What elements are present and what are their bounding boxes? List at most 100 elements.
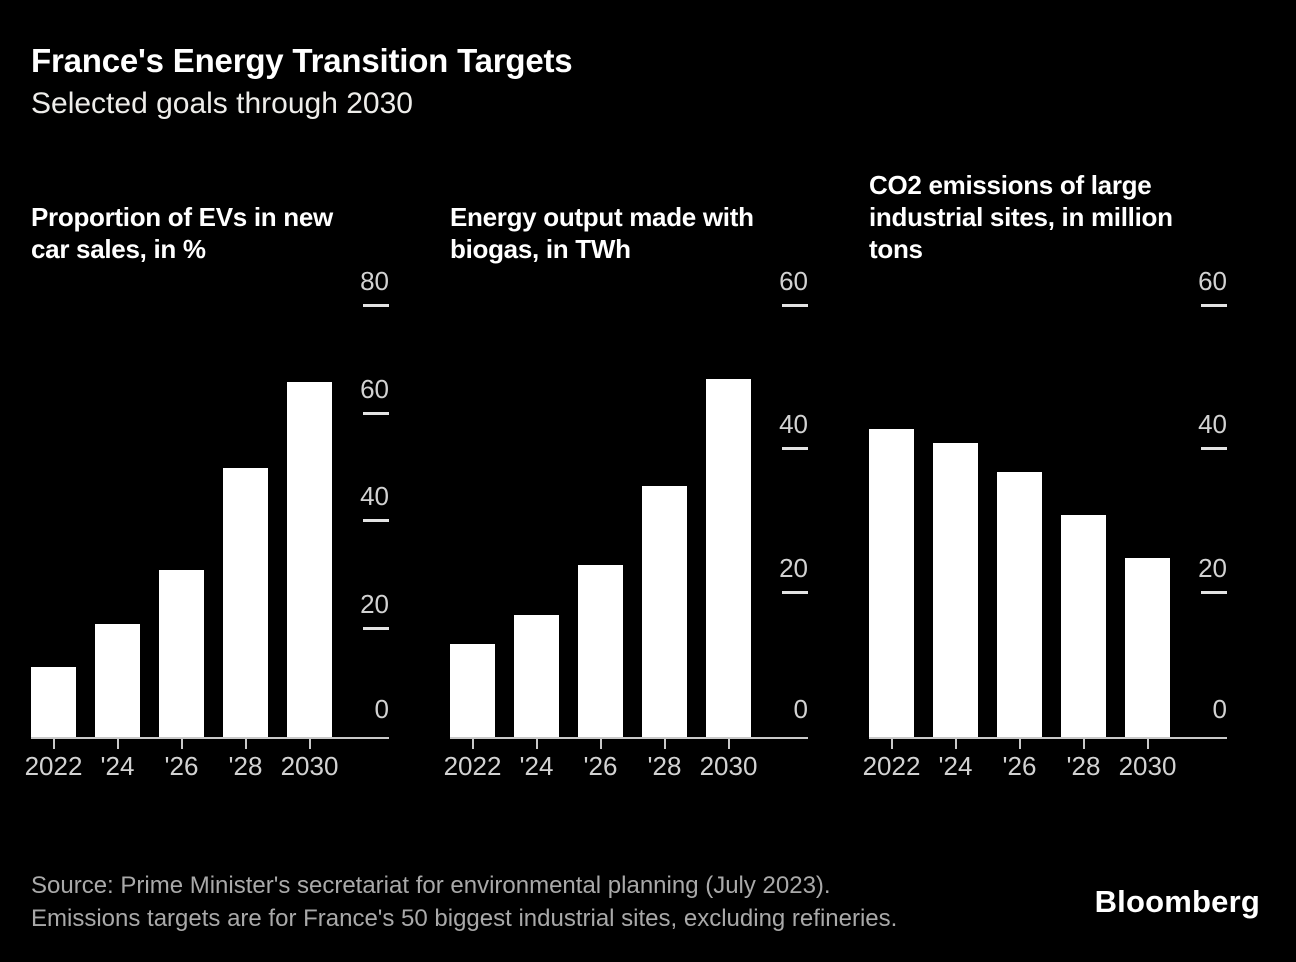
- x-axis-label: 2030: [699, 751, 758, 781]
- x-axis-tick: [180, 739, 183, 749]
- x-axis-label: '24: [519, 751, 554, 781]
- x-axis-tick: [535, 739, 538, 749]
- y-tick-label: 40: [360, 481, 389, 511]
- bar-26: [159, 570, 204, 737]
- bar-28: [642, 486, 687, 737]
- plot-area: 0 20 40 60 80: [31, 268, 389, 749]
- y-tick-dash-icon: [1201, 590, 1227, 594]
- chart-panel-title-line: tons: [869, 234, 923, 264]
- x-axis-label: '26: [583, 751, 618, 781]
- y-tick-80: 80: [360, 268, 389, 307]
- source-line-2: Emissions targets are for France's 50 bi…: [31, 905, 898, 932]
- x-axis-tick: [1018, 739, 1021, 749]
- bar-24: [514, 615, 559, 737]
- bar-2022: [869, 428, 914, 737]
- bar-2030: [1125, 557, 1170, 737]
- x-axis-tick: [471, 739, 474, 749]
- y-tick-label: 40: [779, 409, 808, 440]
- y-tick-label: 60: [779, 266, 808, 296]
- bar-24: [933, 443, 978, 737]
- footer: Source: Prime Minister's secretariat for…: [31, 869, 1260, 935]
- x-axis-line: [31, 737, 389, 739]
- y-tick-label: 60: [1198, 266, 1227, 296]
- chart-panel-3: CO2 emissions of large industrial sites, …: [863, 165, 1227, 783]
- y-tick-label: 20: [779, 552, 808, 583]
- x-axis-tick: [599, 739, 602, 749]
- source-note: Source: Prime Minister's secretariat for…: [31, 869, 897, 935]
- y-tick-60: 60: [1198, 268, 1227, 307]
- x-axis-tick: [663, 739, 666, 749]
- y-tick-20: 20: [360, 588, 389, 630]
- x-axis-line: [450, 737, 808, 739]
- y-tick-0: 0: [1213, 696, 1227, 723]
- y-tick-60: 60: [360, 373, 389, 415]
- page-title: France's Energy Transition Targets: [31, 42, 573, 79]
- chart-panel-title-line: car sales, in %: [31, 234, 206, 264]
- y-tick-dash-icon: [782, 447, 808, 451]
- x-axis-line: [869, 737, 1227, 739]
- chart-panel-title-line: CO2 emissions of large: [869, 170, 1152, 200]
- bloomberg-logo: Bloomberg: [1094, 884, 1260, 919]
- bar-2022: [31, 667, 76, 737]
- y-tick-dash-icon: [363, 626, 389, 630]
- x-axis-label: 2022: [443, 751, 502, 781]
- chart-panel-title: CO2 emissions of large industrial sites, …: [869, 165, 1227, 265]
- y-tick-label: 80: [360, 266, 389, 296]
- x-axis-labels: 2022 '24 '26 '28 2030: [863, 751, 1227, 783]
- x-axis-labels: 2022 '24 '26 '28 2030: [444, 751, 808, 783]
- chart-panel-title-line: Energy output made with: [450, 202, 754, 232]
- bar-2030: [706, 378, 751, 737]
- chart-panel-title-line: biogas, in TWh: [450, 234, 631, 264]
- chart-panel-title-line: industrial sites, in million: [869, 202, 1173, 232]
- y-tick-60: 60: [779, 268, 808, 307]
- y-tick-dash-icon: [1201, 447, 1227, 451]
- plot-area: 0 20 40 60: [869, 268, 1227, 749]
- x-axis-label: '28: [647, 751, 682, 781]
- y-tick-0: 0: [375, 696, 389, 723]
- y-tick-40: 40: [360, 483, 389, 522]
- bar-28: [223, 468, 268, 737]
- y-tick-dash-icon: [363, 411, 389, 415]
- page-subtitle: Selected goals through 2030: [31, 87, 413, 120]
- x-axis-tick: [244, 739, 247, 749]
- x-axis-label: '24: [100, 751, 135, 781]
- source-line-1: Source: Prime Minister's secretariat for…: [31, 872, 831, 899]
- chart-panels-row: Proportion of EVs in new car sales, in % 0…: [25, 165, 1227, 783]
- x-axis-tick: [308, 739, 311, 749]
- x-axis-tick: [1146, 739, 1149, 749]
- y-tick-label: 20: [1198, 552, 1227, 583]
- x-axis-label: '28: [1066, 751, 1101, 781]
- bar-24: [95, 624, 140, 737]
- y-tick-dash-icon: [363, 304, 389, 307]
- y-tick-label: 40: [1198, 409, 1227, 440]
- y-tick-dash-icon: [782, 304, 808, 307]
- x-axis-tick: [116, 739, 119, 749]
- x-axis-label: 2022: [862, 751, 921, 781]
- x-axis-label: 2030: [1118, 751, 1177, 781]
- bar-28: [1061, 514, 1106, 737]
- x-axis-tick: [890, 739, 893, 749]
- y-tick-label: 0: [1212, 694, 1227, 724]
- y-tick-40: 40: [779, 409, 808, 451]
- x-axis-label: 2030: [280, 751, 339, 781]
- y-tick-label: 20: [360, 588, 389, 619]
- y-tick-label: 60: [360, 373, 389, 404]
- y-tick-label: 0: [374, 694, 389, 724]
- y-tick-dash-icon: [363, 519, 389, 522]
- y-tick-dash-icon: [1201, 304, 1227, 307]
- chart-panel-2: Energy output made with biogas, in TWh 0 20…: [444, 165, 808, 783]
- x-axis-tick: [954, 739, 957, 749]
- chart-panel-title-line: Proportion of EVs in new: [31, 202, 333, 232]
- x-axis-tick: [52, 739, 55, 749]
- y-tick-20: 20: [779, 552, 808, 594]
- y-tick-40: 40: [1198, 409, 1227, 451]
- x-axis-label: '26: [164, 751, 199, 781]
- chart-panel-1: Proportion of EVs in new car sales, in % 0…: [25, 165, 389, 783]
- x-axis-tick: [727, 739, 730, 749]
- plot-area: 0 20 40 60: [450, 268, 808, 749]
- chart-panel-title: Proportion of EVs in new car sales, in %: [31, 165, 389, 265]
- bar-2030: [287, 382, 332, 737]
- bar-2022: [450, 643, 495, 737]
- x-axis-label: '24: [938, 751, 973, 781]
